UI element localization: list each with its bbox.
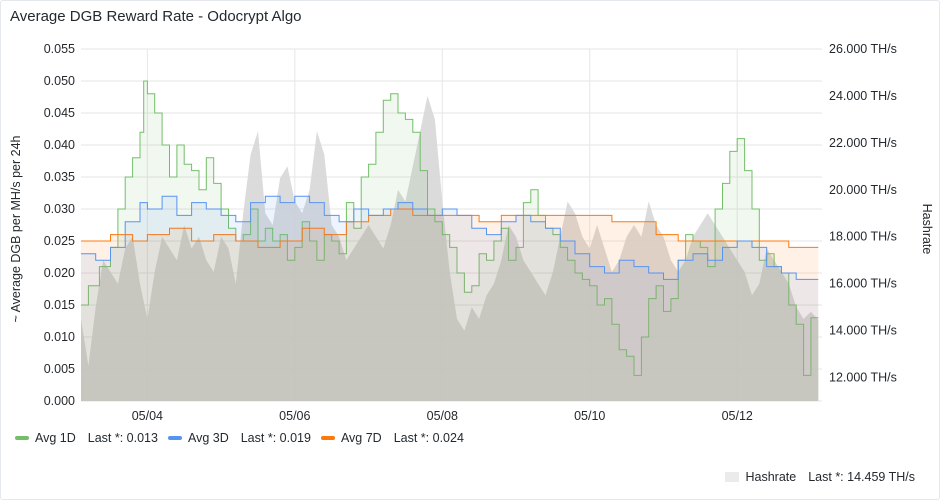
y2-tick-label: 24.000 TH/s: [829, 89, 897, 103]
panel-title: Average DGB Reward Rate - Odocrypt Algo: [10, 8, 302, 25]
legend-item-avg-3d[interactable]: Avg 3D Last *: 0.019: [167, 431, 311, 445]
y-tick-label: 0.055: [44, 42, 75, 56]
legend-last-avg-3d: Last *: 0.019: [240, 431, 311, 445]
legend-label-avg-1d: Avg 1D: [35, 431, 76, 445]
y-tick-label: 0.005: [44, 362, 75, 376]
y2-tick-label: 26.000 TH/s: [829, 42, 897, 56]
legend-item-hashrate[interactable]: Hashrate Last *: 14.459 TH/s: [725, 470, 915, 484]
y2-tick-label: 14.000 TH/s: [829, 324, 897, 338]
legend-label-avg-3d: Avg 3D: [187, 431, 229, 445]
series-line-avg-1d: [81, 80, 819, 376]
series-area-avg-3d: [81, 196, 819, 401]
x-tick-label: 05/04: [132, 409, 163, 423]
y2-tick-label: 12.000 TH/s: [829, 371, 897, 385]
y-tick-label: 0.035: [44, 170, 75, 184]
x-tick-label: 05/10: [574, 409, 605, 423]
legend-item-avg-1d[interactable]: Avg 1D Last *: 0.013: [15, 431, 158, 445]
y-axis-label: ~ Average DGB per MH/s per 24h: [9, 135, 23, 322]
series-line-avg-3d: [81, 195, 819, 280]
series-line-avg-7d: [81, 208, 819, 248]
x-tick-label: 05/06: [279, 409, 310, 423]
y2-tick-label: 18.000 TH/s: [829, 230, 897, 244]
y2-tick-label: 16.000 TH/s: [829, 277, 897, 291]
legend-swatch-hashrate: [725, 472, 740, 482]
y-tick-label: 0.045: [44, 106, 75, 120]
legend-label-hashrate: Hashrate: [745, 470, 797, 484]
legend-swatch-avg-7d: [320, 436, 335, 440]
legend-swatch-avg-3d: [167, 436, 182, 440]
y-tick-label: 0.020: [44, 266, 75, 280]
legend-item-avg-7d[interactable]: Avg 7D Last *: 0.024: [320, 431, 464, 445]
series-area-hashrate: [81, 95, 819, 402]
series-layer: [81, 80, 819, 402]
y-axis-ticks: 0.000 0.005 0.010 0.015 0.020 0.025 0.030 0.035…: [44, 42, 75, 408]
legend-last-avg-7d: Last *: 0.024: [393, 431, 464, 445]
y2-axis-ticks: 12.000 TH/s 14.000 TH/s 16.000 TH/s 18.000 …: [829, 42, 897, 385]
y-tick-label: 0.050: [44, 74, 75, 88]
x-axis-ticks: 05/04 05/06 05/08 05/10 05/12: [132, 409, 753, 423]
x-tick-label: 05/12: [722, 409, 753, 423]
series-area-avg-7d: [81, 209, 819, 401]
y2-tick-label: 20.000 TH/s: [829, 183, 897, 197]
y-tick-label: 0.015: [44, 298, 75, 312]
legend-swatch-avg-1d: [15, 436, 29, 440]
y-tick-label: 0.025: [44, 234, 75, 248]
legend: Avg 1D Last *: 0.013 Avg 3D Last *: 0.01…: [15, 431, 464, 445]
x-tick-label: 05/08: [427, 409, 458, 423]
legend-last-avg-1d: Last *: 0.013: [87, 431, 158, 445]
y-tick-label: 0.030: [44, 202, 75, 216]
y2-tick-label: 22.000 TH/s: [829, 136, 897, 150]
y-tick-label: 0.040: [44, 138, 75, 152]
y-tick-label: 0.000: [44, 394, 75, 408]
y2-axis-label: Hashrate: [920, 204, 934, 255]
legend-last-hashrate: Last *: 14.459 TH/s: [808, 470, 915, 484]
y-tick-label: 0.010: [44, 330, 75, 344]
legend-label-avg-7d: Avg 7D: [340, 431, 382, 445]
